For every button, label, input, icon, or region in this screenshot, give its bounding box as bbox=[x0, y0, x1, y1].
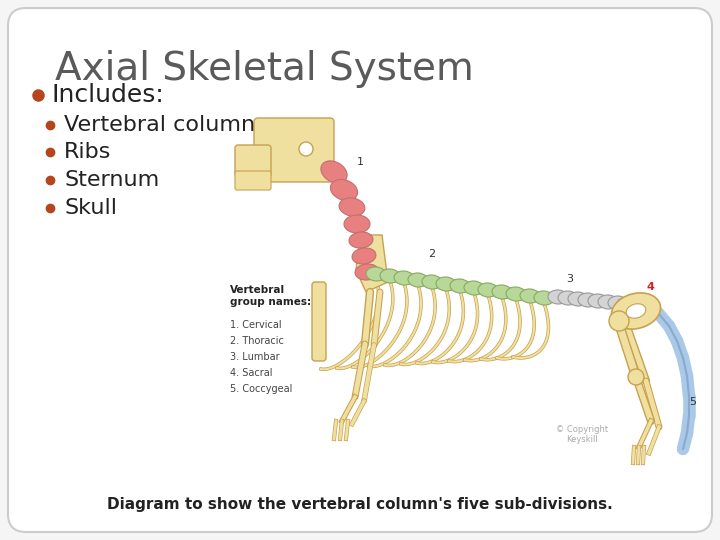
Ellipse shape bbox=[617, 298, 635, 310]
Ellipse shape bbox=[626, 304, 646, 318]
Text: 1: 1 bbox=[356, 157, 364, 167]
FancyBboxPatch shape bbox=[8, 8, 712, 532]
Ellipse shape bbox=[520, 289, 540, 303]
Ellipse shape bbox=[355, 264, 379, 280]
Text: 4. Sacral: 4. Sacral bbox=[230, 368, 272, 378]
Text: Includes:: Includes: bbox=[52, 83, 165, 107]
Ellipse shape bbox=[450, 279, 470, 293]
Ellipse shape bbox=[464, 281, 484, 295]
Ellipse shape bbox=[492, 285, 512, 299]
Ellipse shape bbox=[641, 304, 659, 316]
Ellipse shape bbox=[352, 248, 376, 264]
Ellipse shape bbox=[506, 287, 526, 301]
Ellipse shape bbox=[534, 291, 554, 305]
Ellipse shape bbox=[588, 294, 608, 308]
Text: Vertebral
group names:: Vertebral group names: bbox=[230, 285, 311, 307]
Text: Sternum: Sternum bbox=[64, 170, 159, 190]
Ellipse shape bbox=[568, 292, 588, 306]
Text: 5: 5 bbox=[690, 397, 696, 407]
Text: Axial Skeletal System: Axial Skeletal System bbox=[55, 50, 474, 88]
Ellipse shape bbox=[625, 300, 643, 312]
Polygon shape bbox=[356, 235, 388, 292]
Ellipse shape bbox=[578, 293, 598, 307]
Ellipse shape bbox=[548, 290, 568, 304]
Ellipse shape bbox=[394, 271, 414, 285]
Text: Diagram to show the vertebral column's five sub-divisions.: Diagram to show the vertebral column's f… bbox=[107, 497, 613, 512]
Text: © Copyright
Keyskill: © Copyright Keyskill bbox=[556, 425, 608, 444]
Text: Ribs: Ribs bbox=[64, 142, 112, 162]
Text: 3. Lumbar: 3. Lumbar bbox=[230, 352, 279, 362]
Ellipse shape bbox=[339, 198, 365, 216]
Circle shape bbox=[299, 142, 313, 156]
FancyBboxPatch shape bbox=[254, 118, 334, 182]
Text: 1. Cervical: 1. Cervical bbox=[230, 320, 282, 330]
Ellipse shape bbox=[344, 215, 370, 233]
Ellipse shape bbox=[330, 179, 358, 200]
Text: 5. Coccygeal: 5. Coccygeal bbox=[230, 384, 292, 394]
Circle shape bbox=[628, 369, 644, 385]
FancyBboxPatch shape bbox=[235, 145, 271, 177]
Text: Vertebral column: Vertebral column bbox=[64, 115, 255, 135]
Ellipse shape bbox=[598, 295, 618, 309]
Ellipse shape bbox=[558, 291, 578, 305]
Ellipse shape bbox=[436, 277, 456, 291]
Text: Skull: Skull bbox=[64, 198, 117, 218]
Ellipse shape bbox=[321, 161, 347, 183]
Text: 3: 3 bbox=[567, 274, 574, 284]
Ellipse shape bbox=[366, 267, 386, 281]
FancyBboxPatch shape bbox=[312, 282, 326, 361]
Text: 2. Thoracic: 2. Thoracic bbox=[230, 336, 284, 346]
Ellipse shape bbox=[349, 232, 373, 248]
Ellipse shape bbox=[380, 269, 400, 283]
Text: 4: 4 bbox=[646, 282, 654, 292]
Ellipse shape bbox=[633, 302, 651, 314]
Ellipse shape bbox=[422, 275, 442, 289]
Ellipse shape bbox=[611, 293, 660, 329]
FancyBboxPatch shape bbox=[235, 171, 271, 190]
Ellipse shape bbox=[408, 273, 428, 287]
Text: 2: 2 bbox=[428, 249, 436, 259]
Ellipse shape bbox=[478, 283, 498, 297]
Ellipse shape bbox=[608, 296, 628, 310]
Circle shape bbox=[609, 311, 629, 331]
